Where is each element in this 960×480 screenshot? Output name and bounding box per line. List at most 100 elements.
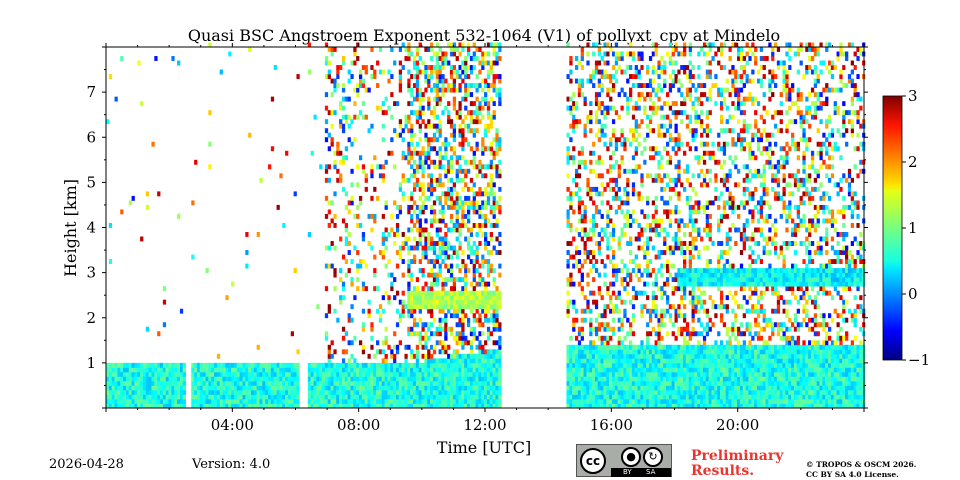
heatmap-cell <box>393 362 397 368</box>
heatmap-cell <box>472 259 476 264</box>
heatmap-cell <box>677 272 681 278</box>
heatmap-cell <box>441 83 445 89</box>
heatmap-cell <box>410 101 414 107</box>
heatmap-cell <box>427 236 431 242</box>
heatmap-cell <box>472 290 476 296</box>
heatmap-cell <box>259 403 263 409</box>
heatmap-cell <box>120 209 124 215</box>
heatmap-cell <box>702 173 707 179</box>
heatmap-cell <box>194 398 198 404</box>
heatmap-cell <box>438 349 442 355</box>
heatmap-cell <box>171 376 175 382</box>
heatmap-cell <box>674 389 678 395</box>
heatmap-cell <box>441 326 445 332</box>
heatmap-cell <box>222 385 226 391</box>
heatmap-cell <box>478 119 482 125</box>
heatmap-cell <box>449 290 454 296</box>
heatmap-cell <box>358 380 363 386</box>
heatmap-cell <box>421 150 425 156</box>
heatmap-cell <box>364 177 368 183</box>
heatmap-cell <box>580 376 584 382</box>
heatmap-cell <box>441 213 445 219</box>
heatmap-cell <box>629 385 633 391</box>
heatmap-cell <box>154 380 158 386</box>
heatmap-cell <box>489 394 493 400</box>
heatmap-cell <box>577 159 582 165</box>
heatmap-cell <box>665 141 670 147</box>
heatmap-cell <box>441 241 445 246</box>
heatmap-cell <box>486 367 491 373</box>
heatmap-cell <box>472 128 476 134</box>
heatmap-cell <box>498 173 502 179</box>
heatmap-cell <box>611 128 616 134</box>
heatmap-cell <box>623 380 627 386</box>
heatmap-cell <box>418 335 422 341</box>
heatmap-cell <box>191 398 195 404</box>
heatmap-cell <box>671 101 675 107</box>
heatmap-cell <box>154 376 158 382</box>
heatmap-cell <box>134 398 138 404</box>
heatmap-cell <box>657 150 661 156</box>
heatmap-cell <box>589 159 593 165</box>
heatmap-cell <box>427 150 431 156</box>
heatmap-cell <box>449 218 454 224</box>
heatmap-cell <box>404 362 408 368</box>
heatmap-cell <box>444 232 448 237</box>
heatmap-cell <box>489 222 493 228</box>
heatmap-cell <box>637 222 641 228</box>
heatmap-cell <box>231 398 235 404</box>
heatmap-cell <box>594 114 599 120</box>
heatmap-cell <box>492 213 496 219</box>
heatmap-cell <box>378 403 383 409</box>
heatmap-cell <box>401 195 405 201</box>
heatmap-cell <box>472 362 476 368</box>
heatmap-cell <box>665 277 670 283</box>
heatmap-cell <box>594 268 599 274</box>
heatmap-cell <box>336 362 340 368</box>
heatmap-cell <box>333 83 337 89</box>
heatmap-cell <box>256 232 260 237</box>
heatmap-cell <box>648 259 653 264</box>
heatmap-cell <box>441 250 445 255</box>
heatmap-cell <box>441 236 445 242</box>
heatmap-cell <box>614 191 619 197</box>
heatmap-cell <box>364 380 368 386</box>
heatmap-cell <box>421 204 425 210</box>
heatmap-cell <box>702 358 707 364</box>
heatmap-cell <box>697 173 701 179</box>
heatmap-cell <box>276 394 280 400</box>
heatmap-cell <box>617 394 621 400</box>
heatmap-cell <box>603 403 607 409</box>
heatmap-cell <box>648 83 653 89</box>
heatmap-cell <box>626 362 630 368</box>
heatmap-cell <box>194 403 198 409</box>
heatmap-cell <box>631 56 636 61</box>
heatmap-cell <box>350 182 354 188</box>
heatmap-cell <box>683 186 687 192</box>
heatmap-cell <box>700 236 704 242</box>
heatmap-cell <box>447 119 451 125</box>
heatmap-cell <box>592 141 596 147</box>
heatmap-cell <box>472 277 476 283</box>
heatmap-cell <box>694 268 698 274</box>
heatmap-cell <box>165 403 169 409</box>
heatmap-cell <box>472 182 476 188</box>
heatmap-cell <box>484 349 488 355</box>
heatmap-cell <box>427 155 431 161</box>
heatmap-cell <box>469 358 474 364</box>
heatmap-cell <box>404 358 408 364</box>
heatmap-cell <box>603 304 607 310</box>
heatmap-cell <box>339 177 343 183</box>
heatmap-cell <box>248 376 252 382</box>
heatmap-cell <box>108 74 113 79</box>
heatmap-cell <box>447 164 451 170</box>
heatmap-cell <box>276 367 280 373</box>
heatmap-cell <box>191 362 195 368</box>
heatmap-cell <box>577 259 582 264</box>
heatmap-cell <box>216 385 221 391</box>
heatmap-cell <box>671 186 675 192</box>
heatmap-cell <box>654 209 658 215</box>
heatmap-cell <box>421 209 425 215</box>
heatmap-cell <box>478 394 482 400</box>
heatmap-cell <box>228 389 232 395</box>
